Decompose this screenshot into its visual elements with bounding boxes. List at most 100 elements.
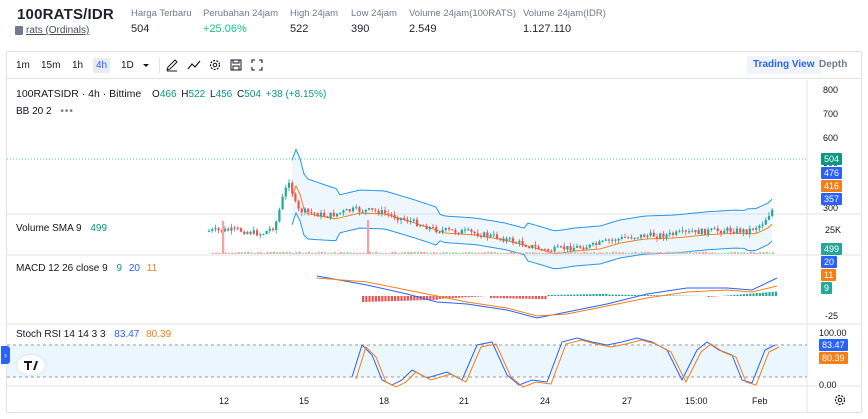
macd-hist-bar (739, 294, 742, 296)
tradingview-logo (17, 355, 45, 375)
candle (246, 230, 249, 235)
token-link[interactable]: rats (Ordinals) (26, 25, 90, 36)
macd-hist-bar (390, 296, 393, 302)
x-tick: 15 (299, 396, 310, 406)
timeframe-1d[interactable]: 1D (121, 60, 134, 71)
volume-bar (436, 252, 439, 254)
main-legend: 100RATSIDR · 4h · Bittime O466 H522 L456… (16, 88, 328, 100)
timeframe-4h[interactable]: 4h (93, 58, 111, 73)
volume-bar (288, 251, 291, 254)
candle (527, 245, 531, 249)
volume-bar (733, 251, 736, 254)
macd-hist-value: 9 (116, 263, 123, 274)
candle (668, 229, 671, 237)
macd-hist-bar (746, 293, 749, 296)
candle (732, 228, 735, 235)
volume-bar (740, 252, 743, 254)
y-tick: 300 (823, 203, 839, 213)
candle (380, 206, 383, 217)
volume-bar (512, 252, 515, 254)
candle (396, 215, 399, 224)
macd-hist-bar (560, 294, 563, 296)
candle (627, 235, 630, 239)
candle (595, 240, 598, 249)
volume-bar (647, 251, 650, 254)
candle (287, 179, 291, 192)
candle (591, 242, 595, 247)
volume-bar (244, 252, 247, 254)
collapse-panel-handle[interactable]: › (1, 346, 10, 364)
volume-bar (736, 252, 739, 254)
candle (559, 245, 563, 249)
stat-volume-quote: Volume 24jam(IDR) 1.127.110 (523, 8, 606, 35)
macd-tag-line: 20 (821, 256, 838, 268)
macd-line-value: 20 (128, 263, 140, 274)
volume-bar (509, 251, 512, 254)
x-tick: 27 (622, 396, 633, 406)
candle (390, 212, 393, 218)
candle (249, 230, 252, 236)
macd-hist-bar (666, 295, 669, 296)
candle (700, 228, 703, 236)
token-icon (15, 26, 23, 35)
macd-hist-bar (458, 296, 461, 298)
rsi-tag-d: 80.39 (819, 352, 848, 364)
candle (691, 227, 694, 233)
volume-bar (253, 252, 256, 254)
macd-hist-bar (672, 295, 675, 296)
candle (383, 206, 387, 217)
symbol-label: 100RATSIDR · 4h · Bittime (16, 88, 142, 100)
macd-hist-bar (669, 295, 672, 296)
volume-bar (656, 252, 659, 254)
save-icon[interactable] (229, 58, 243, 72)
macd-hist-bar (650, 295, 653, 296)
volume-bar (704, 251, 707, 254)
candle (335, 213, 339, 218)
candle (742, 228, 745, 237)
volume-bar (685, 252, 688, 254)
timeframe-1m[interactable]: 1m (16, 60, 30, 71)
macd-hist-bar (656, 295, 659, 296)
macd-hist-bar (541, 296, 544, 300)
candle (585, 244, 588, 250)
volume-bar (618, 252, 621, 254)
timeframe-15m[interactable]: 15m (41, 60, 61, 71)
more-options-icon[interactable]: ••• (60, 106, 74, 117)
volume-bar (615, 252, 618, 254)
volume-bar (231, 252, 234, 254)
macd-hist-bar (416, 296, 419, 301)
candle (444, 227, 447, 232)
candle (767, 211, 771, 221)
indicator-icon[interactable] (187, 58, 201, 72)
chart-settings-icon[interactable] (833, 393, 847, 407)
volume-bar (602, 252, 605, 254)
candle (604, 238, 607, 242)
candle (294, 192, 297, 203)
settings-icon[interactable] (208, 58, 222, 72)
macd-hist-bar (710, 296, 713, 297)
volume-bar (596, 252, 599, 254)
macd-hist-bar (522, 296, 525, 299)
volume-bar (234, 252, 237, 254)
draw-icon[interactable] (165, 58, 179, 72)
volume-bar (416, 251, 419, 254)
candle (665, 232, 668, 241)
candle (684, 229, 687, 236)
volume-bar (378, 252, 381, 254)
fullscreen-icon[interactable] (250, 58, 264, 72)
chart-canvas[interactable] (7, 80, 861, 413)
timeframe-1h[interactable]: 1h (72, 60, 84, 71)
macd-hist-bar (432, 296, 435, 300)
volume-bar (650, 252, 653, 254)
macd-hist-bar (707, 296, 710, 297)
trading-view-tab[interactable]: Trading View (747, 56, 821, 74)
volume-bar (439, 252, 442, 254)
depth-tab[interactable]: Depth (819, 59, 848, 70)
price-tag-bb-basis: 416 (821, 180, 843, 192)
chevron-down-icon[interactable] (139, 58, 153, 72)
macd-hist-bar (413, 296, 416, 301)
volume-bar (266, 252, 269, 254)
macd-hist-bar (448, 296, 451, 299)
stat-volume-base: Volume 24jam(100RATS) 2.549 (409, 8, 517, 35)
candle (534, 241, 537, 250)
